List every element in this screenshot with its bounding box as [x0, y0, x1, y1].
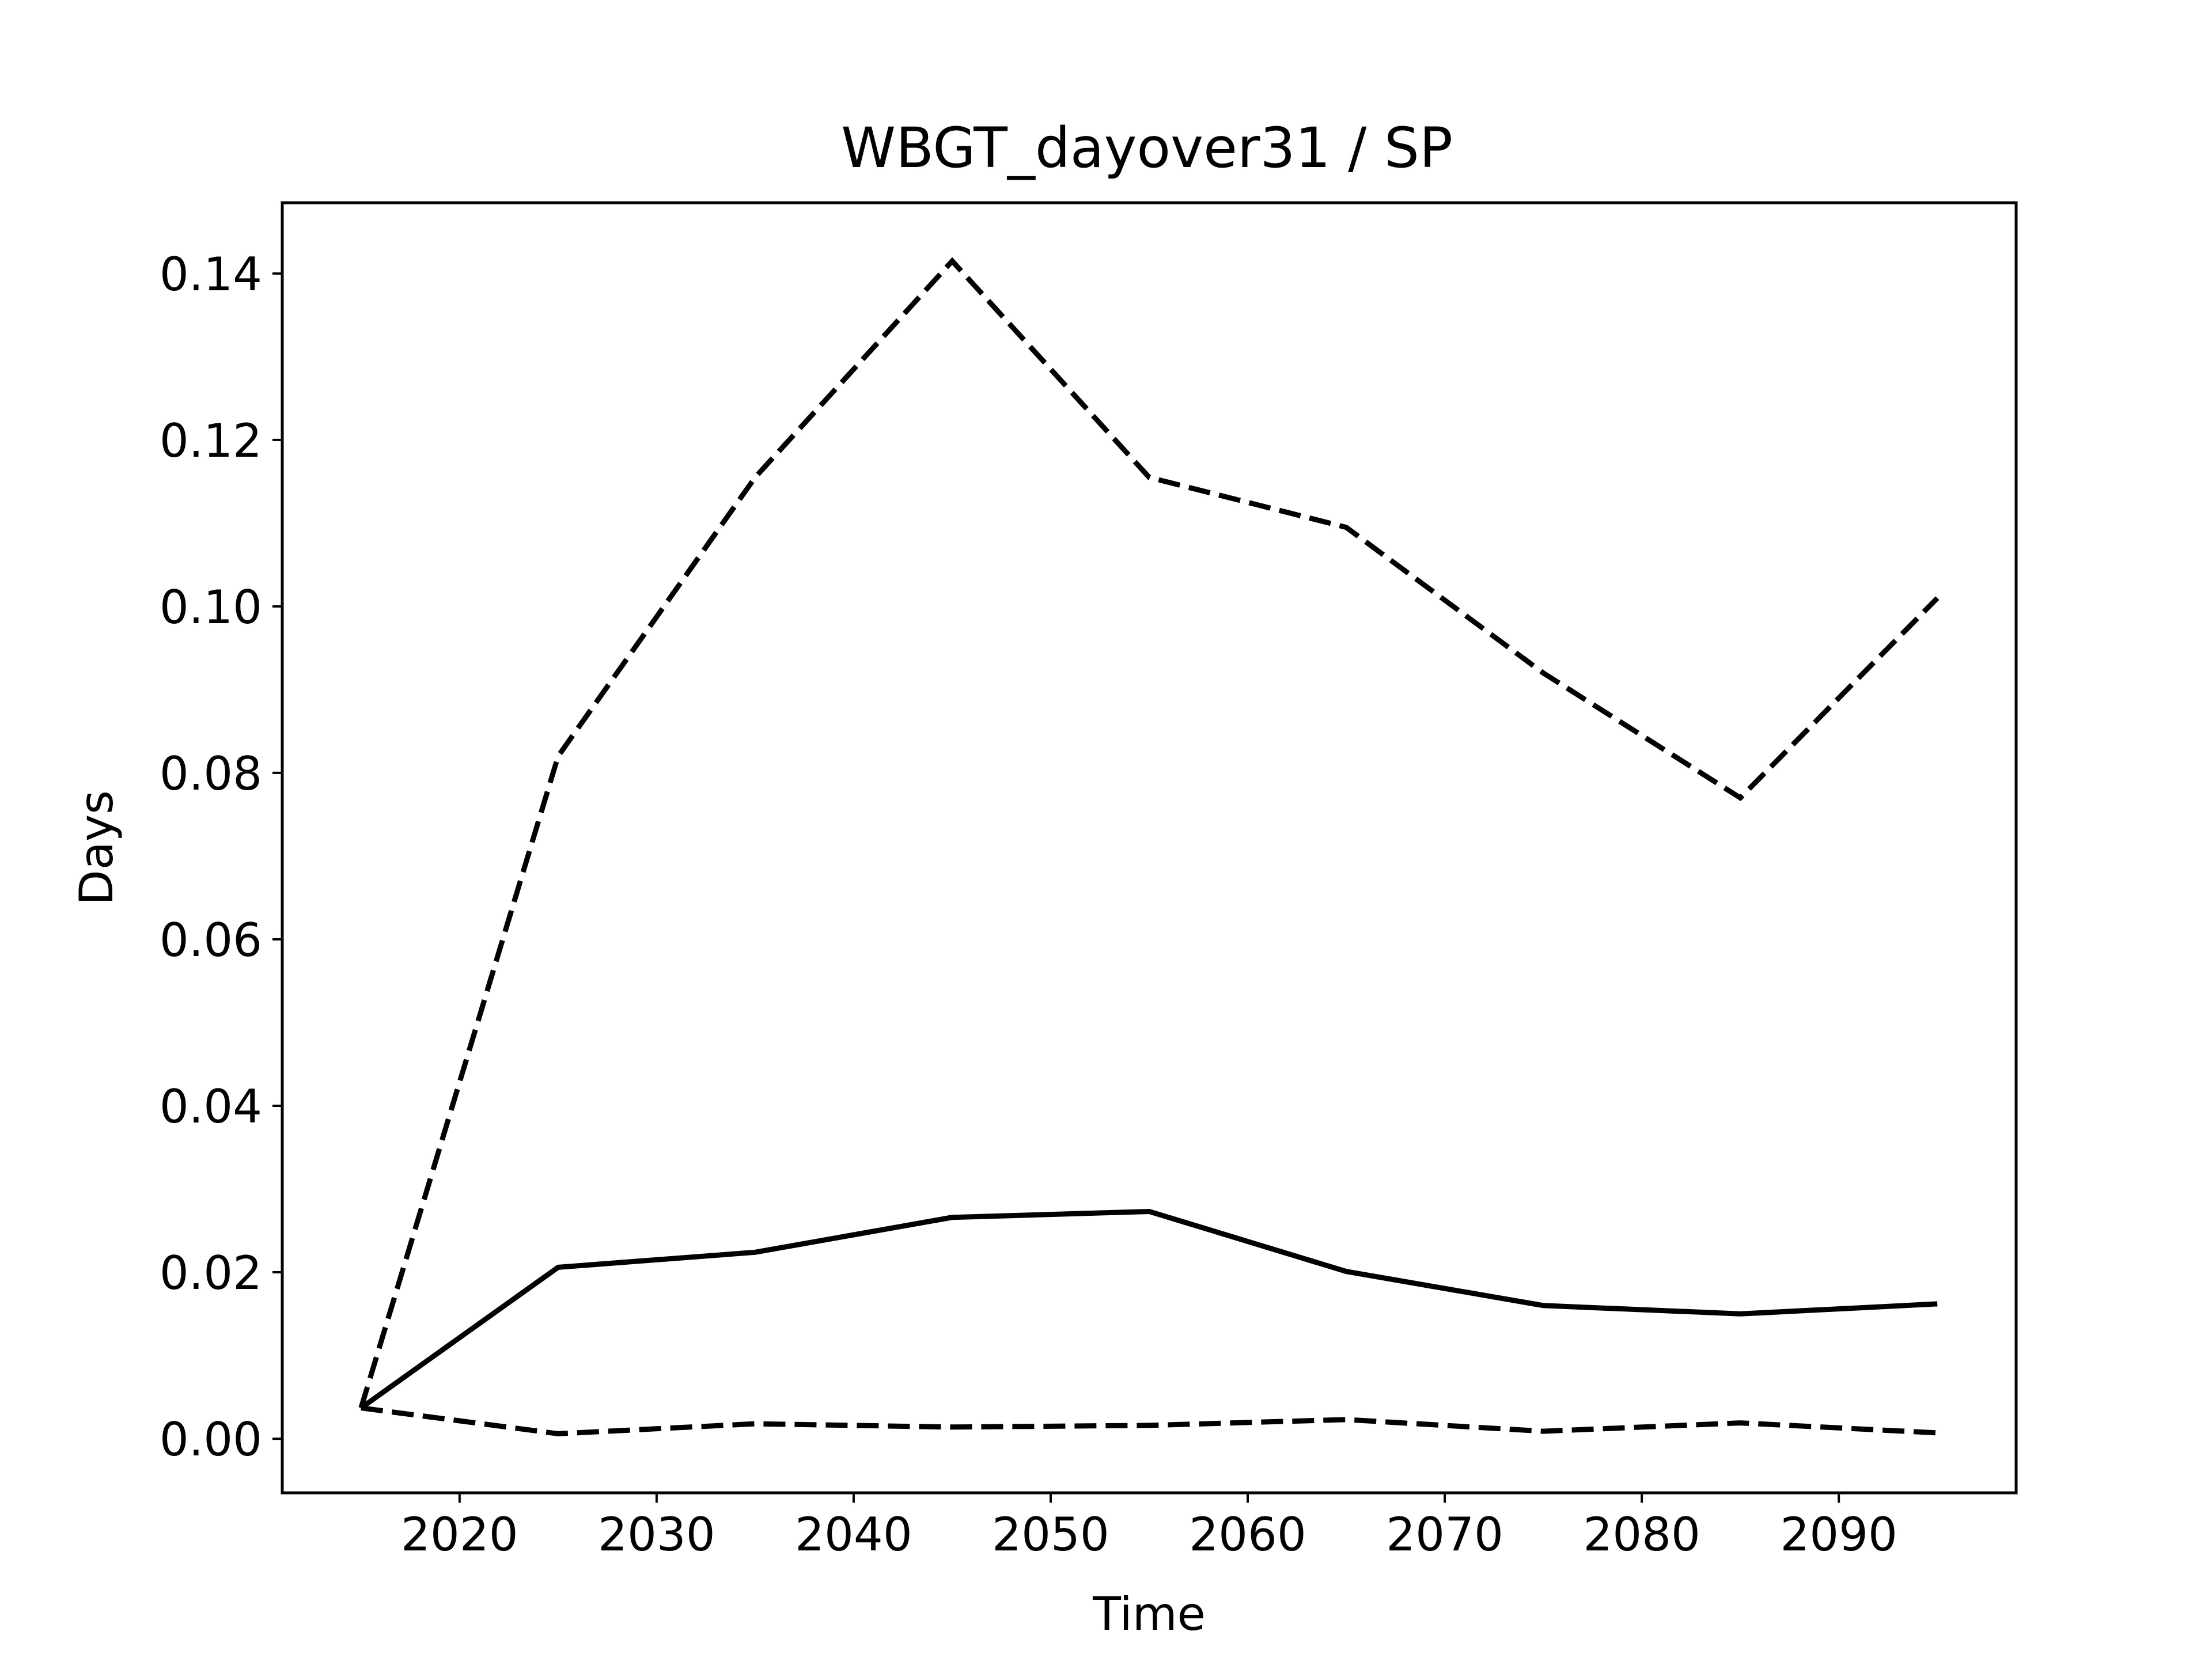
x-axis-ticks: 2020 2030 2040 2050 2060 2070 2080 2090 [401, 1493, 1897, 1561]
x-tick-label: 2090 [1780, 1508, 1897, 1561]
x-tick-label: 2080 [1583, 1508, 1700, 1561]
chart-title: WBGT_dayover31 / SP [841, 116, 1453, 180]
y-tick-label: 0.08 [160, 747, 262, 801]
y-tick-label: 0.06 [160, 913, 262, 967]
y-tick-label: 0.14 [160, 248, 262, 301]
x-tick-label: 2060 [1189, 1508, 1306, 1561]
x-tick-label: 2040 [795, 1508, 912, 1561]
dashed-series-line-2 [361, 1405, 1938, 1436]
y-axis-ticks: 0.00 0.02 0.04 0.06 0.08 0.10 0.12 0.14 [160, 248, 282, 1466]
solid-series-line [359, 1208, 1938, 1410]
y-axis-label: Days [70, 790, 123, 905]
x-tick-label: 2030 [598, 1508, 715, 1561]
y-tick-label: 0.00 [160, 1413, 262, 1466]
x-axis-label: Time [1092, 1587, 1206, 1641]
y-tick-label: 0.02 [160, 1246, 262, 1300]
y-tick-label: 0.12 [160, 414, 262, 468]
plot-area-frame [281, 201, 2018, 1495]
series-layer [358, 257, 1940, 1436]
dashed-series-line-1 [358, 257, 1940, 1409]
y-tick-label: 0.10 [160, 581, 262, 634]
x-tick-label: 2050 [992, 1508, 1109, 1561]
y-tick-label: 0.04 [160, 1080, 262, 1133]
x-tick-label: 2020 [401, 1508, 518, 1561]
x-tick-label: 2070 [1386, 1508, 1503, 1561]
